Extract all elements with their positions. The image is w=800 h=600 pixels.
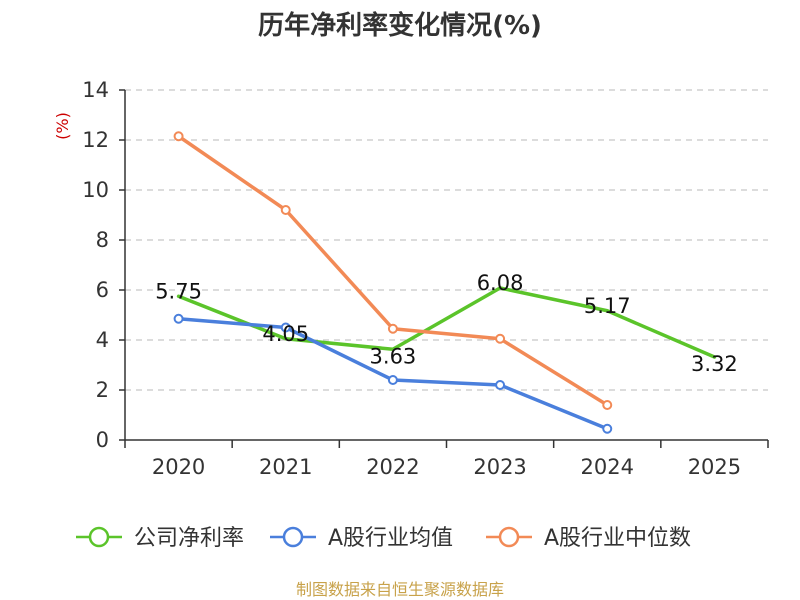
legend-marker <box>498 526 520 548</box>
legend-label: A股行业均值 <box>328 526 453 551</box>
data-labels: 5.75 4.05 3.63 6.08 5.17 3.32 <box>155 271 738 376</box>
y-tick-label: 8 <box>96 228 109 252</box>
y-tick-label: 6 <box>96 278 109 302</box>
series-2-point <box>280 205 291 215</box>
legend-marker <box>88 526 110 548</box>
x-tick-label: 2023 <box>473 455 526 479</box>
y-tick-label: 14 <box>82 78 109 102</box>
legend-marker <box>282 526 304 548</box>
source-note: 制图数据来自恒生聚源数据库 <box>296 580 504 599</box>
y-tick-label: 10 <box>82 178 109 202</box>
data-label: 5.17 <box>584 294 631 318</box>
legend-item: 公司净利率 <box>76 526 244 551</box>
data-label: 3.32 <box>691 352 738 376</box>
legend-label: A股行业中位数 <box>544 526 691 551</box>
series-2-point <box>387 323 398 334</box>
series-layer <box>173 131 717 434</box>
series-0-line <box>176 286 717 359</box>
series-1-point <box>387 375 398 385</box>
axes: 0 2 4 6 8 10 12 14 2020 2021 2022 2023 2024 2025 <box>82 78 769 479</box>
y-tick-label: 0 <box>96 428 109 452</box>
legend-label: 公司净利率 <box>134 526 244 551</box>
series-2-point <box>173 131 184 142</box>
series-1-point <box>173 313 184 324</box>
y-tick-label: 12 <box>82 128 109 152</box>
data-label: 3.63 <box>370 344 417 368</box>
legend: 公司净利率 A股行业均值 A股行业中位数 <box>76 526 691 551</box>
x-tick-label: 2025 <box>688 455 741 479</box>
y-tick-label: 4 <box>96 328 109 352</box>
x-tick-label: 2020 <box>152 455 205 479</box>
data-label: 4.05 <box>262 322 309 346</box>
series-1-point <box>602 423 613 434</box>
series-2-point <box>602 400 613 410</box>
series-1-point <box>280 322 291 333</box>
grid-lines <box>125 89 768 391</box>
y-axis-unit-label: (%) <box>53 112 72 140</box>
series-1-point <box>495 380 506 390</box>
chart-title: 历年净利率变化情况(%) <box>258 10 542 41</box>
x-tick-label: 2024 <box>581 455 634 479</box>
data-label: 6.08 <box>477 271 524 295</box>
x-tick-label: 2021 <box>259 455 312 479</box>
legend-item: A股行业中位数 <box>486 526 691 551</box>
y-tick-label: 2 <box>96 378 109 402</box>
series-2-point <box>495 333 506 344</box>
x-tick-label: 2022 <box>366 455 419 479</box>
legend-item: A股行业均值 <box>270 526 453 551</box>
data-label: 5.75 <box>155 279 202 303</box>
series-1-line <box>176 317 609 431</box>
